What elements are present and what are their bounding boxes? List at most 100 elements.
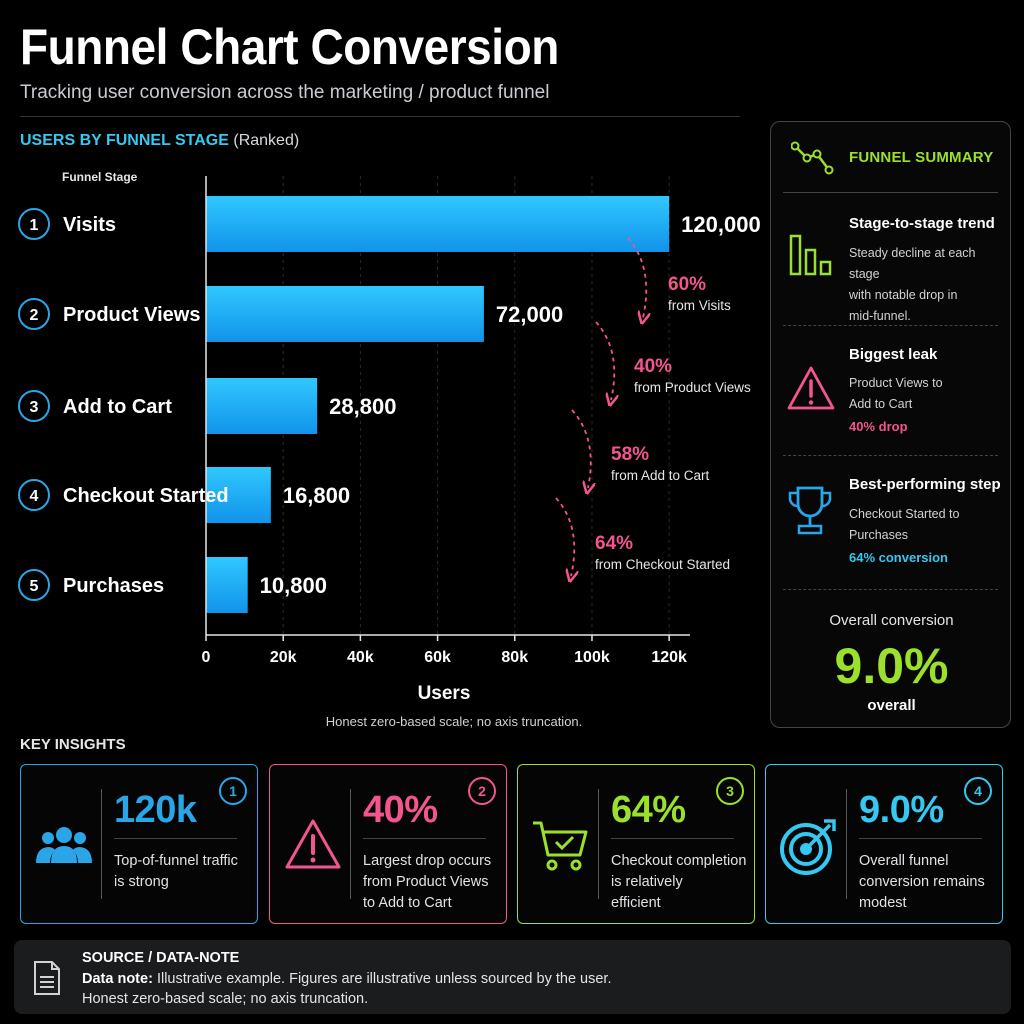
insight-card-overall: 9.0% Overall funnel conversion remains m…	[765, 764, 1003, 924]
insight-line: conversion remains	[859, 874, 985, 890]
stage-rank-number: 2	[30, 307, 39, 324]
overall-conversion-label: Overall conversion	[829, 612, 954, 629]
summary-best-title: Best-performing step	[849, 476, 1001, 493]
summary-leak-highlight: 40% drop	[849, 419, 908, 434]
bar-value-label: 10,800	[260, 573, 327, 598]
stage-label: Add to Cart	[63, 396, 172, 418]
stage-label: Visits	[63, 214, 116, 236]
stage-rank-circle	[18, 479, 50, 511]
data-note-label: Data note:	[82, 971, 153, 987]
data-note-line: Data note: Illustrative example. Figures…	[82, 971, 611, 987]
document-icon	[34, 961, 60, 995]
x-tick-label: 20k	[270, 649, 297, 666]
conversion-arrow	[555, 497, 574, 576]
insight-line: Largest drop occurs	[363, 853, 492, 869]
summary-trend-title: Stage-to-stage trend	[849, 215, 995, 232]
conversion-from-label: from Product Views	[634, 380, 751, 395]
insight-line: Top-of-funnel traffic	[114, 853, 238, 869]
summary-divider	[783, 192, 998, 193]
funnel-stage-column-label: Funnel Stage	[62, 170, 138, 184]
stage-rank-number: 3	[30, 399, 39, 416]
insight-value: 64%	[611, 789, 686, 831]
stage-rank-circle	[18, 569, 50, 601]
insight-card-traffic: 120k Top-of-funnel traffic is strong 1	[20, 764, 258, 924]
bar-value-label: 72,000	[496, 302, 563, 327]
summary-trend-text: Steady decline at each stage with notabl…	[849, 243, 1009, 327]
conversion-percent: 64%	[595, 533, 633, 554]
card-divider	[350, 789, 351, 899]
insight-number-badge: 2	[468, 777, 496, 805]
card-rule	[363, 838, 486, 839]
warning-icon	[787, 366, 835, 410]
trophy-icon	[788, 486, 832, 535]
summary-trend-line: with notable drop in	[849, 288, 958, 302]
insight-card-checkout: 64% Checkout completion is relatively ef…	[517, 764, 755, 924]
chart-heading-accent: USERS BY FUNNEL STAGE	[20, 132, 229, 149]
summary-leak-line: Add to Cart	[849, 397, 913, 411]
insight-value: 9.0%	[859, 789, 944, 831]
insight-line: efficient	[611, 895, 661, 911]
insight-card-drop: 40% Largest drop occurs from Product Vie…	[269, 764, 507, 924]
summary-trend-line: mid-funnel.	[849, 309, 911, 323]
stage-rank-circle	[18, 208, 50, 240]
stage-rank-number: 1	[30, 217, 39, 234]
summary-heading: FUNNEL SUMMARY	[849, 149, 994, 166]
insight-line: to Add to Cart	[363, 895, 452, 911]
stage-rank-circle	[18, 298, 50, 330]
summary-divider	[783, 455, 998, 456]
header-divider	[20, 116, 740, 117]
overall-conversion-value: 9.0%	[834, 638, 949, 694]
bar-5	[206, 557, 248, 613]
insight-number-badge: 4	[964, 777, 992, 805]
insight-text: Overall funnel conversion remains modest	[859, 851, 999, 914]
bar-1	[206, 196, 670, 252]
insight-value: 40%	[363, 789, 438, 831]
insight-value: 120k	[114, 789, 197, 831]
summary-leak-title: Biggest leak	[849, 346, 938, 363]
stage-rank-circle	[18, 390, 50, 422]
target-icon	[780, 819, 836, 875]
summary-trend-line: Steady decline at each stage	[849, 246, 976, 281]
page-subtitle: Tracking user conversion across the mark…	[20, 82, 550, 103]
summary-best-line: Purchases	[849, 528, 909, 542]
axis-note: Honest zero-based scale; no axis truncat…	[326, 714, 583, 729]
summary-divider	[783, 589, 998, 590]
insight-text: Checkout completion is relatively effici…	[611, 851, 751, 914]
bar-value-label: 16,800	[283, 483, 350, 508]
conversion-percent: 40%	[634, 356, 672, 377]
conversion-from-label: from Add to Cart	[611, 468, 710, 483]
insight-line: Checkout completion	[611, 853, 747, 869]
conversion-percent: 58%	[611, 444, 649, 465]
card-divider	[101, 789, 102, 899]
x-axis-label: Users	[418, 683, 471, 704]
bar-4	[206, 467, 271, 523]
users-icon	[36, 827, 92, 863]
summary-leak-text: Product Views to Add to Cart	[849, 373, 1009, 415]
x-tick-label: 120k	[651, 649, 687, 666]
stage-rank-number: 5	[30, 578, 39, 595]
conversion-arrow	[627, 237, 646, 318]
stage-label: Product Views	[63, 304, 200, 326]
bar-chart-icon	[789, 234, 832, 276]
summary-best-line: Checkout Started to	[849, 507, 960, 521]
conversion-from-label: from Visits	[668, 298, 731, 313]
summary-leak-line: Product Views to	[849, 376, 943, 390]
bar-value-label: 28,800	[329, 394, 396, 419]
data-note-box: SOURCE / DATA-NOTE Data note: Illustrati…	[14, 940, 1011, 1014]
insight-text: Largest drop occurs from Product Views t…	[363, 851, 503, 914]
insight-number-badge: 3	[716, 777, 744, 805]
warning-icon	[285, 819, 341, 869]
stage-label: Checkout Started	[63, 485, 229, 507]
x-tick-label: 40k	[347, 649, 374, 666]
card-rule	[859, 838, 982, 839]
insight-number-badge: 1	[219, 777, 247, 805]
overall-conversion-sub: overall	[867, 697, 916, 714]
conversion-from-label: from Checkout Started	[595, 557, 730, 572]
insight-line: is strong	[114, 874, 169, 890]
summary-divider	[783, 325, 998, 326]
card-rule	[611, 838, 734, 839]
data-note-text: Illustrative example. Figures are illust…	[156, 971, 612, 987]
funnel-summary-panel: FUNNEL SUMMARY Stage-to-stage trend Stea…	[770, 121, 1011, 728]
summary-best-highlight: 64% conversion	[849, 550, 948, 565]
insight-line: is relatively	[611, 874, 683, 890]
